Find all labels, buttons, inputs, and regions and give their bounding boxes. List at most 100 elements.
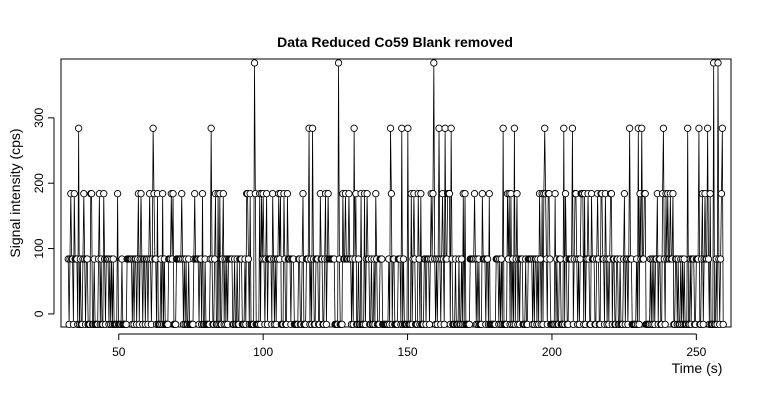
data-point [324, 189, 332, 198]
data-point [607, 189, 616, 198]
data-point [470, 189, 479, 198]
y-tick-label: 0 [32, 310, 46, 317]
data-point [137, 189, 145, 198]
data-point [510, 124, 519, 132]
data-point [719, 320, 727, 329]
data-point [545, 189, 553, 198]
data-point [507, 189, 515, 198]
data-point [113, 189, 122, 198]
data-point [703, 124, 712, 132]
data-point [541, 124, 549, 132]
data-point [398, 124, 406, 132]
data-series [64, 59, 727, 329]
data-point [445, 189, 454, 198]
data-point [122, 320, 130, 329]
data-point [478, 189, 486, 198]
data-point [169, 189, 177, 198]
data-point [659, 124, 668, 132]
data-point [210, 255, 219, 263]
data-point [87, 189, 96, 198]
data-point [425, 320, 434, 329]
data-point [485, 189, 493, 198]
data-point [684, 124, 692, 132]
data-point [159, 189, 167, 198]
data-point [556, 255, 564, 263]
data-point [441, 124, 449, 132]
data-point [399, 255, 408, 263]
data-point [497, 255, 506, 263]
data-point [716, 255, 725, 263]
data-point [299, 189, 307, 198]
data-point [74, 124, 83, 132]
data-point [704, 255, 713, 263]
data-point [219, 189, 227, 198]
data-point [207, 124, 215, 132]
data-point [699, 320, 707, 329]
data-point [171, 320, 180, 329]
x-axis: 50 100 150 200 250 [112, 333, 707, 359]
data-point [372, 189, 380, 198]
data-point [465, 320, 473, 329]
data-point [262, 189, 271, 198]
data-point [561, 189, 570, 198]
data-point [669, 189, 677, 198]
data-point [717, 189, 726, 198]
data-point [83, 255, 91, 263]
data-point [587, 189, 596, 198]
y-tick-label: 100 [32, 238, 46, 258]
data-point [620, 189, 629, 198]
data-point [430, 59, 438, 67]
x-tick-label: 200 [542, 345, 562, 359]
data-point [457, 255, 466, 263]
data-point [100, 189, 108, 198]
data-point [350, 124, 358, 132]
x-tick-label: 50 [112, 345, 126, 359]
data-point [334, 59, 343, 67]
data-point [198, 189, 207, 198]
data-point [386, 124, 395, 132]
data-point [269, 189, 277, 198]
data-point [641, 189, 649, 198]
data-point [387, 189, 396, 198]
data-point [461, 189, 469, 198]
data-point [718, 124, 726, 132]
data-point [178, 189, 186, 198]
data-point [109, 255, 117, 263]
data-point [546, 255, 554, 263]
data-point [714, 59, 722, 67]
data-point [283, 189, 292, 198]
data-point [536, 255, 545, 263]
y-axis-label: Signal intensity (cps) [7, 128, 23, 257]
data-point [164, 320, 172, 329]
x-axis-label: Time (s) [672, 360, 723, 376]
x-tick-label: 150 [398, 345, 418, 359]
data-point [70, 189, 78, 198]
data-point [483, 255, 492, 263]
data-point [308, 124, 317, 132]
data-point [639, 255, 648, 263]
data-point [513, 189, 521, 198]
data-point [417, 189, 425, 198]
data-point [378, 255, 386, 263]
data-point [435, 124, 443, 132]
data-point [80, 189, 88, 198]
y-tick-label: 300 [32, 107, 46, 127]
data-point [354, 255, 363, 263]
data-point [404, 124, 412, 132]
data-point [447, 124, 455, 132]
chart-title: Data Reduced Co59 Blank removed [277, 34, 513, 50]
data-point [576, 255, 584, 263]
data-point [661, 320, 669, 329]
data-point [244, 255, 253, 263]
data-point [680, 255, 688, 263]
data-point [345, 189, 353, 198]
x-tick-label: 100 [253, 345, 273, 359]
y-tick-label: 200 [32, 173, 46, 193]
y-axis: 0 100 200 300 [32, 107, 55, 317]
data-point [638, 124, 646, 132]
data-point [440, 320, 448, 329]
data-point [499, 124, 507, 132]
data-point [429, 189, 437, 198]
data-point [568, 124, 577, 132]
